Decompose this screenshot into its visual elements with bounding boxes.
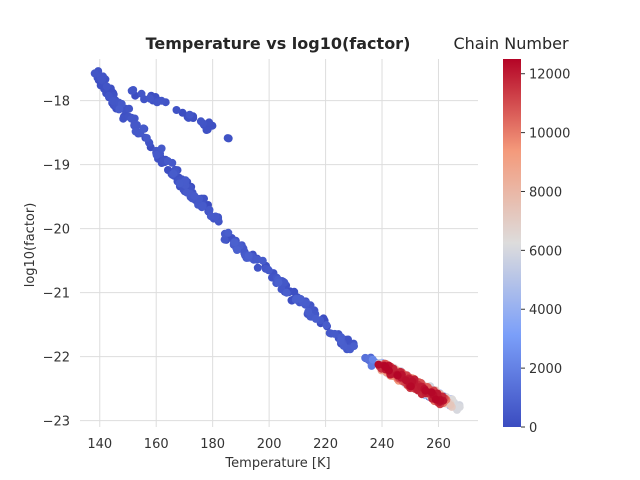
colorbar-title: Chain Number (453, 34, 568, 53)
scatter-point (97, 75, 106, 84)
scatter-point (169, 169, 178, 178)
x-tick-label: 240 (370, 437, 395, 452)
scatter-point (175, 179, 184, 188)
x-axis-label: Temperature [K] (224, 456, 330, 471)
x-tick-label: 260 (426, 437, 451, 452)
scatter-point (406, 382, 415, 391)
scatter-point (264, 266, 273, 275)
scatter-point (330, 329, 339, 338)
scatter-point (421, 386, 430, 395)
scatter-point (295, 294, 304, 303)
scatter-point (258, 256, 267, 265)
colorbar-ticks: 0 2000 4000 6000 8000 10000 12000 (521, 68, 570, 436)
scatter-point (202, 126, 211, 134)
scatter-point (125, 104, 134, 113)
scatter-point (401, 376, 410, 385)
scatter-point (336, 337, 345, 346)
colorbar-tick-label: 6000 (529, 244, 562, 259)
scatter-point (274, 278, 283, 287)
scatter-point (190, 192, 199, 201)
scatter-point (137, 89, 146, 98)
chart-title: Temperature vs log10(factor) (146, 34, 411, 53)
scatter-point (244, 251, 253, 260)
x-tick-label: 180 (200, 437, 225, 452)
scatter-point (182, 188, 191, 197)
y-axis-label: log10(factor) (23, 203, 38, 288)
scatter-point (350, 342, 358, 351)
scatter-point (367, 361, 376, 370)
scatter-point (381, 363, 390, 371)
scatter-point (127, 114, 136, 123)
y-tick-label: −19 (43, 159, 70, 174)
y-tick-label: −23 (43, 415, 70, 430)
scatter-point (304, 307, 313, 316)
y-tick-label: −20 (43, 223, 70, 238)
scatter-point (90, 69, 99, 78)
x-tick-label: 220 (313, 437, 338, 452)
colorbar-tick-label: 4000 (529, 303, 562, 318)
scatter-point (455, 403, 464, 412)
scatter-point (127, 86, 136, 95)
scatter-point (368, 355, 377, 364)
scatter-point (205, 205, 214, 214)
scatter-point (280, 278, 289, 287)
scatter-point (157, 144, 166, 153)
scatter-point (172, 106, 181, 114)
scatter-point (108, 97, 117, 106)
y-tick-label: −21 (43, 287, 70, 302)
y-axis-ticks: −18 −19 −20 −21 −22 −23 (43, 95, 70, 430)
scatter-points (90, 67, 464, 414)
colorbar-tick-label: 0 (529, 421, 537, 436)
grid-lines (80, 59, 478, 427)
x-tick-label: 200 (257, 437, 282, 452)
colorbar-tick-label: 12000 (529, 68, 570, 83)
scatter-point (130, 120, 139, 129)
colorbar-tick-label: 2000 (529, 362, 562, 377)
colorbar-tick-label: 10000 (529, 127, 570, 142)
x-tick-label: 140 (87, 437, 112, 452)
scatter-point (393, 371, 402, 380)
scatter-point (157, 96, 166, 105)
scatter-point (223, 134, 232, 143)
scatter-point (322, 321, 331, 330)
scatter-point (142, 134, 151, 142)
scatter-point (139, 124, 148, 133)
scatter-point (146, 94, 154, 103)
y-tick-label: −22 (43, 351, 70, 366)
colorbar-tick-label: 8000 (529, 185, 562, 200)
scatter-point (220, 235, 229, 244)
scatter-point (233, 246, 241, 254)
scatter-point (205, 118, 214, 127)
scatter-point (185, 110, 194, 119)
scatter-point (253, 263, 262, 272)
colorbar (503, 59, 521, 427)
x-axis-ticks: 140 160 180 200 220 240 260 (87, 437, 451, 452)
scatter-point (311, 314, 320, 323)
scatter-point (230, 238, 239, 247)
scatter-point (102, 82, 111, 91)
scatter-point (282, 288, 291, 297)
scatter-point (431, 395, 440, 404)
scatter-point (224, 228, 233, 237)
scatter-point (163, 157, 172, 165)
scatter-point (206, 212, 215, 221)
scatter-point (115, 105, 124, 114)
scatter-point (198, 202, 207, 210)
x-tick-label: 160 (144, 437, 169, 452)
scatter-point (152, 150, 161, 159)
y-tick-label: −18 (43, 95, 70, 110)
scatter-point (427, 388, 436, 397)
scatter-point (196, 117, 205, 126)
